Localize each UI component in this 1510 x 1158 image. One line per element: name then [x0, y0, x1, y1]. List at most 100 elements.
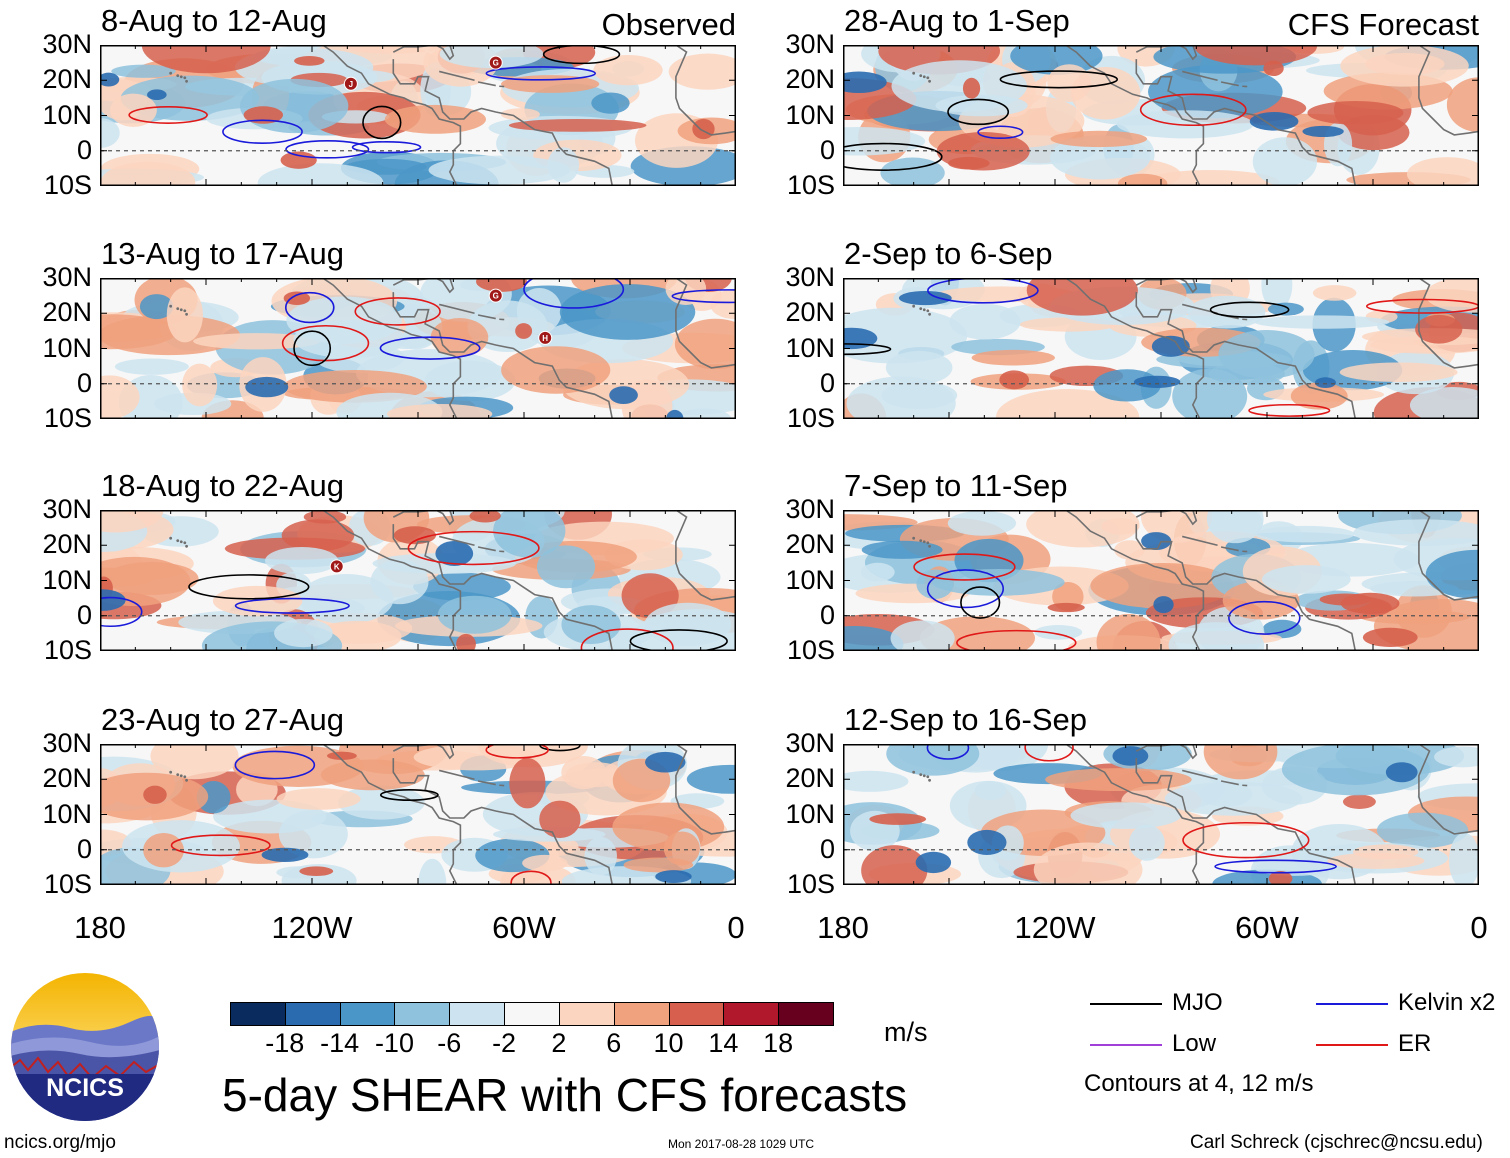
svg-text:H: H	[542, 334, 548, 343]
shear-shading	[337, 785, 425, 820]
panel-source-tag: Observed	[601, 7, 736, 42]
footer-timestamp: Mon 2017-08-28 1029 UTC	[668, 1137, 815, 1151]
shear-shading	[141, 45, 271, 74]
shear-shading	[265, 546, 339, 575]
shear-shading	[1307, 101, 1404, 125]
shear-shading	[677, 408, 732, 419]
shear-shading	[522, 854, 568, 872]
colorbar-units: m/s	[884, 1017, 928, 1047]
shear-shading	[274, 618, 333, 648]
ncics-logo: NCICS	[10, 972, 160, 1122]
shear-shading	[100, 375, 140, 419]
colorbar-tick-label: 14	[708, 1028, 739, 1058]
shear-shading	[668, 53, 736, 90]
latitude-label: 0	[76, 833, 92, 864]
shear-shading	[843, 770, 909, 792]
shear-shading	[891, 60, 1028, 112]
shear-shading	[1261, 565, 1351, 594]
shear-shading	[846, 376, 956, 419]
contour-note: Contours at 4, 12 m/s	[1084, 1070, 1314, 1097]
shear-shading	[663, 831, 700, 866]
anomaly-contour	[379, 336, 481, 360]
anomaly-contour	[485, 66, 596, 81]
coastline	[1065, 45, 1205, 186]
longitude-label: 60W	[1235, 910, 1299, 945]
anomaly-contour	[510, 870, 552, 885]
colorbar-tick-label: 18	[763, 1028, 794, 1058]
shear-shading	[1252, 137, 1318, 186]
shear-shading	[843, 307, 968, 364]
latitude-label: 30N	[785, 29, 835, 59]
coastline	[322, 744, 462, 885]
longitude-label: 60W	[492, 910, 556, 945]
coastline	[1135, 524, 1357, 651]
shear-shading	[1376, 812, 1469, 848]
anomaly-contour	[234, 750, 316, 780]
shear-shading	[193, 333, 321, 350]
anomaly-contour	[284, 291, 335, 324]
shear-shading	[276, 788, 361, 810]
coastline	[392, 524, 614, 651]
coastline	[392, 45, 455, 61]
shear-shading	[1409, 387, 1479, 419]
shear-shading	[860, 562, 895, 582]
shear-shading	[861, 540, 943, 559]
shear-shading	[1448, 832, 1479, 885]
shear-shading	[1050, 130, 1148, 148]
colorbar-tick-label: 2	[551, 1028, 567, 1058]
anomaly-contour	[580, 628, 674, 651]
latitude-label: 20N	[785, 64, 835, 95]
shear-shading	[885, 350, 953, 385]
anomaly-contour	[188, 574, 310, 600]
anomaly-contour	[1248, 403, 1331, 417]
latitude-label: 0	[76, 134, 92, 165]
anomaly-contour	[170, 834, 271, 857]
shear-shading	[1425, 278, 1479, 313]
anomaly-contour	[128, 106, 208, 124]
anomaly-contour	[1182, 821, 1310, 859]
coastline	[1135, 510, 1198, 526]
shear-map: K	[100, 510, 736, 651]
shear-shading	[1129, 824, 1165, 861]
shear-shading	[559, 284, 696, 340]
shear-shading	[1312, 285, 1357, 301]
latitude-label: 20N	[42, 763, 92, 794]
shear-shading	[1267, 302, 1304, 316]
shear-shading	[320, 759, 425, 791]
footer-credit: Carl Schreck (cjschrec@ncsu.edu)	[1190, 1132, 1483, 1153]
anomaly-contour	[523, 278, 625, 309]
anomaly-contour	[485, 744, 549, 759]
colorbar-tick-label: -2	[492, 1028, 517, 1058]
shear-shading	[418, 858, 447, 885]
shear-shading	[584, 836, 617, 876]
anomaly-contour	[913, 553, 1016, 581]
shear-map-panel	[843, 510, 1479, 651]
shear-shading	[1033, 842, 1143, 885]
anomaly-contour	[379, 788, 439, 801]
shear-shading	[593, 54, 663, 86]
anomaly-contour	[234, 597, 350, 614]
latitude-label: 10S	[786, 403, 835, 433]
latitude-label: 0	[819, 833, 835, 864]
shear-shading	[1415, 314, 1463, 344]
latitude-label: 30N	[42, 262, 92, 292]
anomaly-contour	[926, 744, 970, 760]
legend-label: Kelvin x2	[1398, 989, 1496, 1016]
latitude-label: 10S	[43, 170, 92, 200]
shear-shading	[493, 510, 566, 558]
anomaly-contour	[1139, 93, 1247, 127]
colorbar-swatch	[723, 1002, 780, 1026]
tropical-cyclone-marker: G	[488, 288, 503, 303]
colorbar-tick-label: 10	[653, 1028, 684, 1058]
shear-shading	[516, 287, 562, 334]
shear-shading	[1164, 781, 1303, 816]
tropical-cyclone-marker: J	[343, 76, 358, 91]
shear-shading	[437, 595, 512, 634]
longitude-label: 0	[1470, 910, 1488, 945]
svg-text:G: G	[493, 59, 499, 68]
panel-date-range: 7-Sep to 11-Sep	[844, 468, 1068, 503]
anomaly-contour	[100, 596, 143, 628]
anomaly-contour	[947, 98, 1010, 126]
colorbar-tick-label: -10	[374, 1028, 414, 1058]
